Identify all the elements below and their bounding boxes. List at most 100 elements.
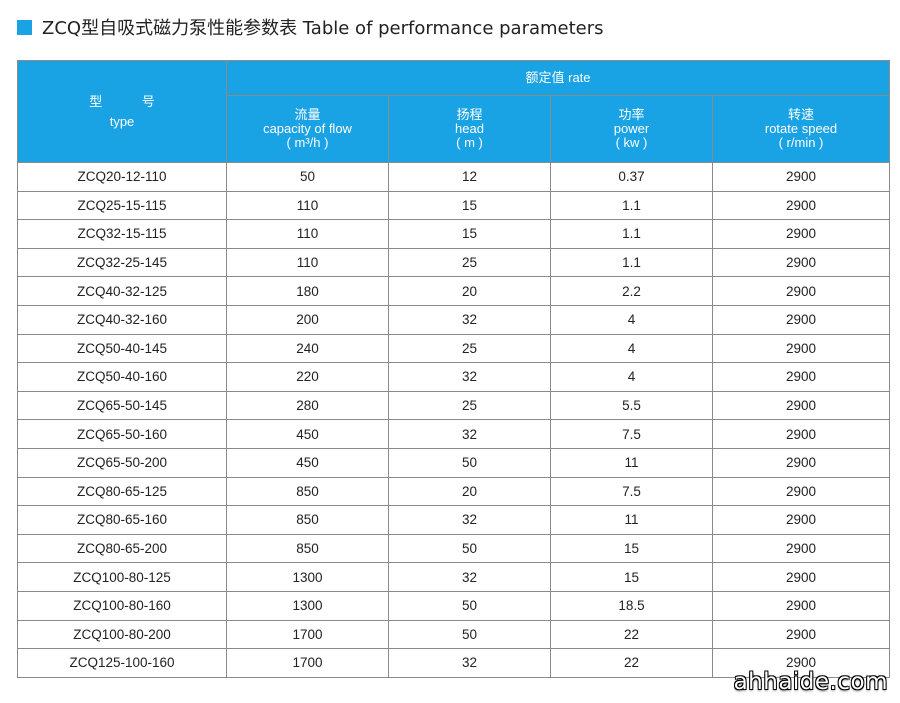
speed-cell: 2900 [711, 562, 891, 592]
speed-cell: 2900 [711, 276, 891, 306]
flow-cell: 280 [226, 390, 389, 421]
column-header-head-en: head [455, 121, 484, 136]
column-header-speed-cn: 转速 [788, 107, 815, 122]
flow-cell: 1700 [226, 619, 389, 650]
column-header-head-unit: ( m ) [456, 135, 483, 150]
flow-cell: 200 [226, 304, 389, 335]
head-cell: 15 [388, 219, 551, 249]
head-cell: 25 [388, 333, 551, 364]
model-cell: ZCQ40-32-160 [17, 304, 227, 335]
model-cell: ZCQ65-50-200 [17, 447, 227, 478]
table-row: ZCQ32-15-115 110 15 1.1 2900 [17, 219, 891, 249]
table-row: ZCQ25-15-115 110 15 1.1 2900 [17, 190, 891, 221]
power-cell: 11 [550, 447, 713, 478]
model-cell: ZCQ65-50-145 [17, 390, 227, 421]
table-row: ZCQ50-40-160 220 32 4 2900 [17, 362, 891, 392]
column-header-power: 功率 power ( kw ) [550, 95, 713, 163]
model-cell: ZCQ100-80-160 [17, 590, 227, 621]
table-row: ZCQ65-50-160 450 32 7.5 2900 [17, 419, 891, 449]
speed-cell: 2900 [711, 304, 891, 335]
rated-header: 额定值 rate [225, 60, 891, 96]
head-cell: 20 [388, 276, 551, 306]
head-cell: 20 [388, 476, 551, 507]
head-cell: 50 [388, 590, 551, 621]
model-cell: ZCQ80-65-125 [17, 476, 227, 507]
speed-cell: 2900 [711, 333, 891, 364]
table-row: ZCQ65-50-145 280 25 5.5 2900 [17, 390, 891, 421]
model-cell: ZCQ50-40-145 [17, 333, 227, 364]
model-cell: ZCQ50-40-160 [17, 362, 227, 392]
page-title: ZCQ型自吸式磁力泵性能参数表 Table of performance par… [42, 18, 604, 39]
power-cell: 22 [550, 619, 713, 650]
head-cell: 50 [388, 619, 551, 650]
flow-cell: 1300 [226, 562, 389, 592]
flow-cell: 180 [226, 276, 389, 306]
model-cell: ZCQ25-15-115 [17, 190, 227, 221]
table-row: ZCQ100-80-125 1300 32 15 2900 [17, 562, 891, 592]
flow-cell: 450 [226, 419, 389, 449]
head-cell: 32 [388, 362, 551, 392]
flow-cell: 110 [226, 247, 389, 278]
power-cell: 4 [550, 333, 713, 364]
power-cell: 18.5 [550, 590, 713, 621]
flow-cell: 450 [226, 447, 389, 478]
type-header-en: type [109, 113, 135, 129]
column-header-power-cn: 功率 [618, 107, 645, 122]
head-cell: 50 [388, 533, 551, 564]
column-header-flow-en: capacity of flow [263, 121, 352, 136]
speed-cell: 2900 [711, 533, 891, 564]
performance-table: 型 号 type 额定值 rate 流量 capacity of flow ( … [17, 60, 891, 678]
column-header-speed: 转速 rotate speed ( r/min ) [711, 95, 891, 163]
speed-cell: 2900 [711, 590, 891, 621]
model-cell: ZCQ32-25-145 [17, 247, 227, 278]
table-row: ZCQ80-65-160 850 32 11 2900 [17, 505, 891, 535]
flow-cell: 50 [226, 162, 389, 192]
power-cell: 15 [550, 562, 713, 592]
head-cell: 32 [388, 562, 551, 592]
page-title-bar: ZCQ型自吸式磁力泵性能参数表 Table of performance par… [17, 14, 604, 40]
speed-cell: 2900 [711, 648, 891, 678]
power-cell: 1.1 [550, 190, 713, 221]
flow-cell: 220 [226, 362, 389, 392]
table-row: ZCQ32-25-145 110 25 1.1 2900 [17, 247, 891, 278]
table-row: ZCQ100-80-160 1300 50 18.5 2900 [17, 590, 891, 621]
model-cell: ZCQ125-100-160 [17, 648, 227, 678]
head-cell: 32 [388, 505, 551, 535]
table-row: ZCQ100-80-200 1700 50 22 2900 [17, 619, 891, 650]
table-row: ZCQ80-65-125 850 20 7.5 2900 [17, 476, 891, 507]
column-header-head: 扬程 head ( m ) [388, 95, 551, 163]
column-header-speed-en: rotate speed [764, 121, 838, 136]
model-cell: ZCQ100-80-125 [17, 562, 227, 592]
head-cell: 50 [388, 447, 551, 478]
column-header-flow-unit: ( m³/h ) [286, 135, 329, 150]
speed-cell: 2900 [711, 219, 891, 249]
column-header-power-unit: ( kw ) [615, 135, 648, 150]
flow-cell: 850 [226, 505, 389, 535]
column-header-flow-cn: 流量 [294, 107, 321, 122]
model-cell: ZCQ32-15-115 [17, 219, 227, 249]
power-cell: 1.1 [550, 219, 713, 249]
head-cell: 32 [388, 419, 551, 449]
flow-cell: 110 [226, 190, 389, 221]
speed-cell: 2900 [711, 390, 891, 421]
power-cell: 1.1 [550, 247, 713, 278]
column-header-power-en: power [613, 121, 650, 136]
model-cell: ZCQ80-65-200 [17, 533, 227, 564]
column-header-flow: 流量 capacity of flow ( m³/h ) [226, 95, 389, 163]
column-header-head-cn: 扬程 [456, 107, 483, 122]
flow-cell: 240 [226, 333, 389, 364]
column-header-speed-unit: ( r/min ) [778, 135, 824, 150]
head-cell: 25 [388, 390, 551, 421]
model-cell: ZCQ20-12-110 [17, 162, 227, 192]
speed-cell: 2900 [711, 505, 891, 535]
table-row: ZCQ80-65-200 850 50 15 2900 [17, 533, 891, 564]
flow-cell: 850 [226, 476, 389, 507]
model-cell: ZCQ100-80-200 [17, 619, 227, 650]
power-cell: 4 [550, 362, 713, 392]
speed-cell: 2900 [711, 419, 891, 449]
power-cell: 22 [550, 648, 713, 678]
flow-cell: 1300 [226, 590, 389, 621]
speed-cell: 2900 [711, 476, 891, 507]
power-cell: 2.2 [550, 276, 713, 306]
speed-cell: 2900 [711, 247, 891, 278]
